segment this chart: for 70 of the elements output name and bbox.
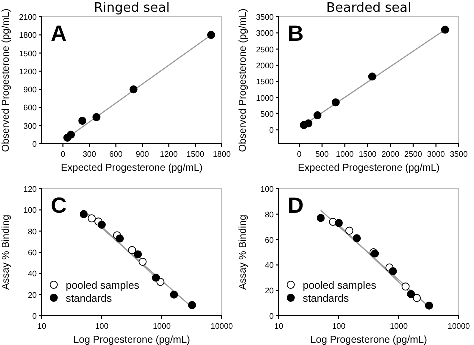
y-tick-label: 1500 [256,78,275,87]
annotation: B [288,21,304,46]
legend-label: pooled samples [66,280,140,292]
x-axis-title: Expected Progesterone (pg/mL) [61,163,203,174]
legend-label: standards [303,293,350,305]
y-tick-label: 20 [265,286,275,296]
x-tick-label: 3000 [427,150,446,159]
y-tick-label: 300 [24,122,38,131]
y-tick-label: 0 [32,312,38,321]
y-axis-title: Assay % Binding [238,214,249,290]
y-tick-label: 1200 [19,67,38,76]
y-tick-label: 500 [260,110,275,119]
x-tick-label: 1000 [153,322,172,331]
y-tick-label: 20 [28,290,38,300]
annotation: D [288,193,304,218]
annotation: C [51,193,67,218]
x-tick-label: 2500 [404,150,423,159]
annotation: A [51,21,67,46]
x-tick-label: 1200 [160,150,179,159]
x-tick-label: 10000 [210,322,234,331]
x-tick-label: 1000 [390,322,408,331]
x-tick-label: 10 [274,322,284,331]
y-tick-label: 2500 [256,45,275,54]
y-tick-label: 80 [265,210,275,220]
y-tick-label: 2000 [256,61,275,70]
y-tick-label: 40 [28,270,38,279]
y-tick-label: 3000 [256,29,275,38]
y-tick-label: 60 [28,248,38,258]
x-tick-label: 900 [136,150,150,159]
x-tick-label: 1500 [358,150,378,159]
x-tick-label: 1000 [336,150,355,159]
x-axis-title: Expected Progesterone (pg/mL) [298,163,440,174]
chart-title: Bearded seal [326,1,412,16]
x-tick-label: 0 [60,150,66,159]
y-tick-label: 100 [260,185,275,194]
y-tick-label: 0 [270,312,275,321]
y-tick-label: 0 [32,140,38,149]
x-axis-title: Log Progesterone (pg/mL) [74,335,190,345]
y-tick-label: 1500 [19,49,38,58]
y-tick-label: 2100 [19,13,38,22]
y-tick-label: 0 [270,126,275,136]
chart-title: Ringed seal [94,1,170,16]
y-tick-label: 1000 [256,94,275,103]
y-tick-label: 60 [265,236,275,245]
y-axis-title: Observed Progesterone (pg/mL) [238,8,249,152]
y-tick-label: 40 [265,261,275,270]
x-tick-label: 500 [316,150,330,159]
y-tick-label: 600 [24,104,38,113]
x-tick-label: 2000 [382,150,400,159]
x-tick-label: 1800 [213,150,232,159]
y-axis-title: Observed Progesterone (pg/mL) [1,8,12,152]
x-tick-label: 3500 [450,150,468,159]
x-tick-label: 100 [95,322,110,331]
y-tick-label: 900 [24,86,38,95]
x-tick-label: 600 [109,150,124,159]
x-tick-label: 10 [38,322,47,331]
x-tick-label: 300 [82,150,97,159]
y-tick-label: 120 [24,185,38,194]
x-tick-label: 1500 [186,150,205,159]
x-axis-title: Log Progesterone (pg/mL) [310,335,428,345]
y-tick-label: 80 [28,227,38,236]
legend-label: pooled samples [303,280,377,292]
x-tick-label: 0 [297,150,302,159]
y-tick-label: 3500 [256,13,275,22]
x-tick-label: 10000 [448,322,471,331]
y-axis-title: Assay % Binding [1,214,12,290]
y-tick-label: 100 [24,206,38,216]
legend-label: standards [66,293,112,305]
x-tick-label: 100 [332,322,346,331]
y-tick-label: 1800 [19,31,38,40]
